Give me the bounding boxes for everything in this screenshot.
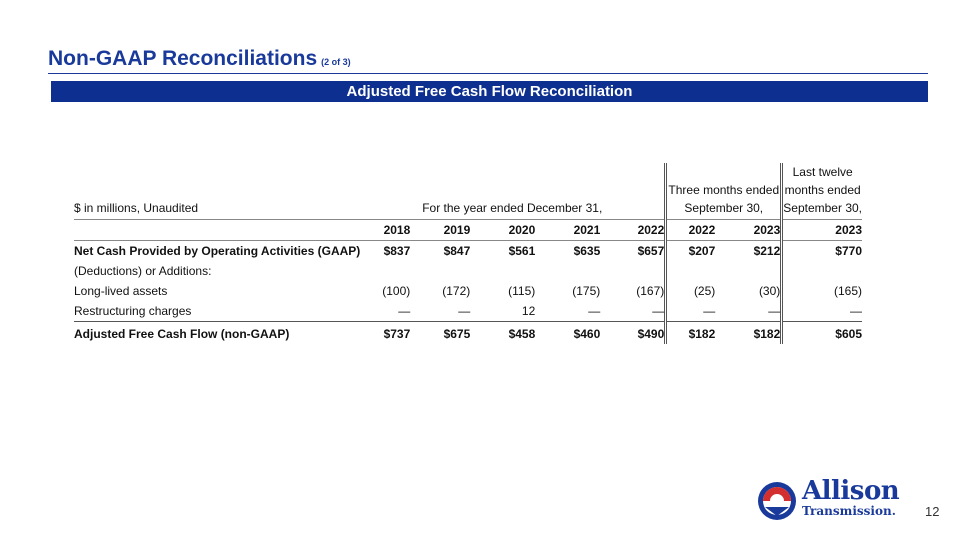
row-label: Net Cash Provided by Operating Activitie… (74, 244, 361, 258)
page-title-text: Non-GAAP Reconciliations (48, 47, 318, 70)
group-header-three-months: Three months ended September 30, (664, 163, 782, 220)
table-row: (Deductions) or Additions: (74, 261, 862, 281)
cell: $605 (780, 321, 862, 344)
cell: $737 (360, 321, 411, 344)
row-label: Restructuring charges (74, 304, 192, 318)
table-row: Net Cash Provided by Operating Activitie… (74, 240, 862, 261)
cell: 12 (521, 304, 536, 318)
title-divider (48, 73, 928, 74)
cell: (25) (664, 281, 716, 301)
cell: (165) (780, 281, 862, 301)
col-header: 2020 (470, 219, 536, 241)
row-label: (Deductions) or Additions: (74, 264, 212, 278)
year-header-row: 2018 2019 2020 2021 2022 2022 2023 2023 (74, 219, 862, 241)
cell: $847 (443, 244, 471, 258)
cell: (167) (636, 284, 665, 298)
cell: — (458, 304, 471, 318)
table-header-row: $ in millions, Unaudited For the year en… (74, 163, 862, 220)
cell: (115) (508, 284, 536, 298)
col-header: 2021 (535, 219, 601, 241)
group-ltm-line1: Last twelve (792, 165, 853, 179)
cell: — (664, 301, 716, 322)
cell: $182 (664, 321, 716, 344)
logo-wordmark: Allison (802, 476, 900, 506)
table-row: Long-lived assets (100) (172) (115) (175… (74, 281, 862, 301)
cell: $561 (508, 244, 536, 258)
table-row: Restructuring charges — — 12 — — — — — (74, 301, 862, 322)
col-header: 2023 (780, 219, 862, 241)
cell: $770 (780, 240, 862, 261)
page-title-subtitle: (2 of 3) (321, 57, 351, 67)
col-header: 2019 (410, 219, 471, 241)
group-ltm-line3: September 30, (783, 201, 862, 215)
cell: — (588, 304, 601, 318)
group-header-year: For the year ended December 31, (422, 201, 603, 215)
cell: (175) (572, 284, 601, 298)
cell: $212 (753, 244, 781, 258)
cell: $207 (664, 240, 716, 261)
cell: — (652, 304, 665, 318)
page-title: Non-GAAP Reconciliations (2 of 3) (48, 47, 351, 71)
group-three-line2: September 30, (684, 201, 764, 215)
col-header: 2022 (600, 219, 666, 241)
row-label: Adjusted Free Cash Flow (non-GAAP) (74, 321, 361, 344)
cell: $490 (600, 321, 666, 344)
cell: — (398, 304, 411, 318)
units-label: $ in millions, Unaudited (74, 201, 199, 215)
logo-subname: Transmission. (802, 504, 896, 518)
section-banner: Adjusted Free Cash Flow Reconciliation (51, 81, 928, 102)
group-three-line1: Three months ended (668, 183, 780, 197)
cell: $458 (470, 321, 536, 344)
col-header: 2023 (715, 219, 782, 241)
page-number: 12 (925, 504, 940, 519)
cell: (30) (758, 284, 781, 298)
cell: $675 (410, 321, 471, 344)
cell: $460 (535, 321, 601, 344)
cell: $657 (637, 244, 665, 258)
cell: $837 (383, 244, 411, 258)
row-label: Long-lived assets (74, 284, 168, 298)
table-row-total: Adjusted Free Cash Flow (non-GAAP) $737 … (74, 321, 862, 344)
cell: (100) (382, 284, 411, 298)
allison-logo-icon (758, 482, 796, 520)
cell: $182 (715, 321, 782, 344)
group-ltm-line2: months ended (784, 183, 861, 197)
cell: (172) (442, 284, 471, 298)
col-header: 2018 (360, 219, 411, 241)
col-header: 2022 (664, 219, 716, 241)
cell: $635 (573, 244, 601, 258)
cell: — (768, 304, 781, 318)
group-header-ltm: Last twelve months ended September 30, (780, 163, 862, 220)
cell: — (780, 301, 862, 322)
reconciliation-table: $ in millions, Unaudited For the year en… (74, 163, 862, 344)
